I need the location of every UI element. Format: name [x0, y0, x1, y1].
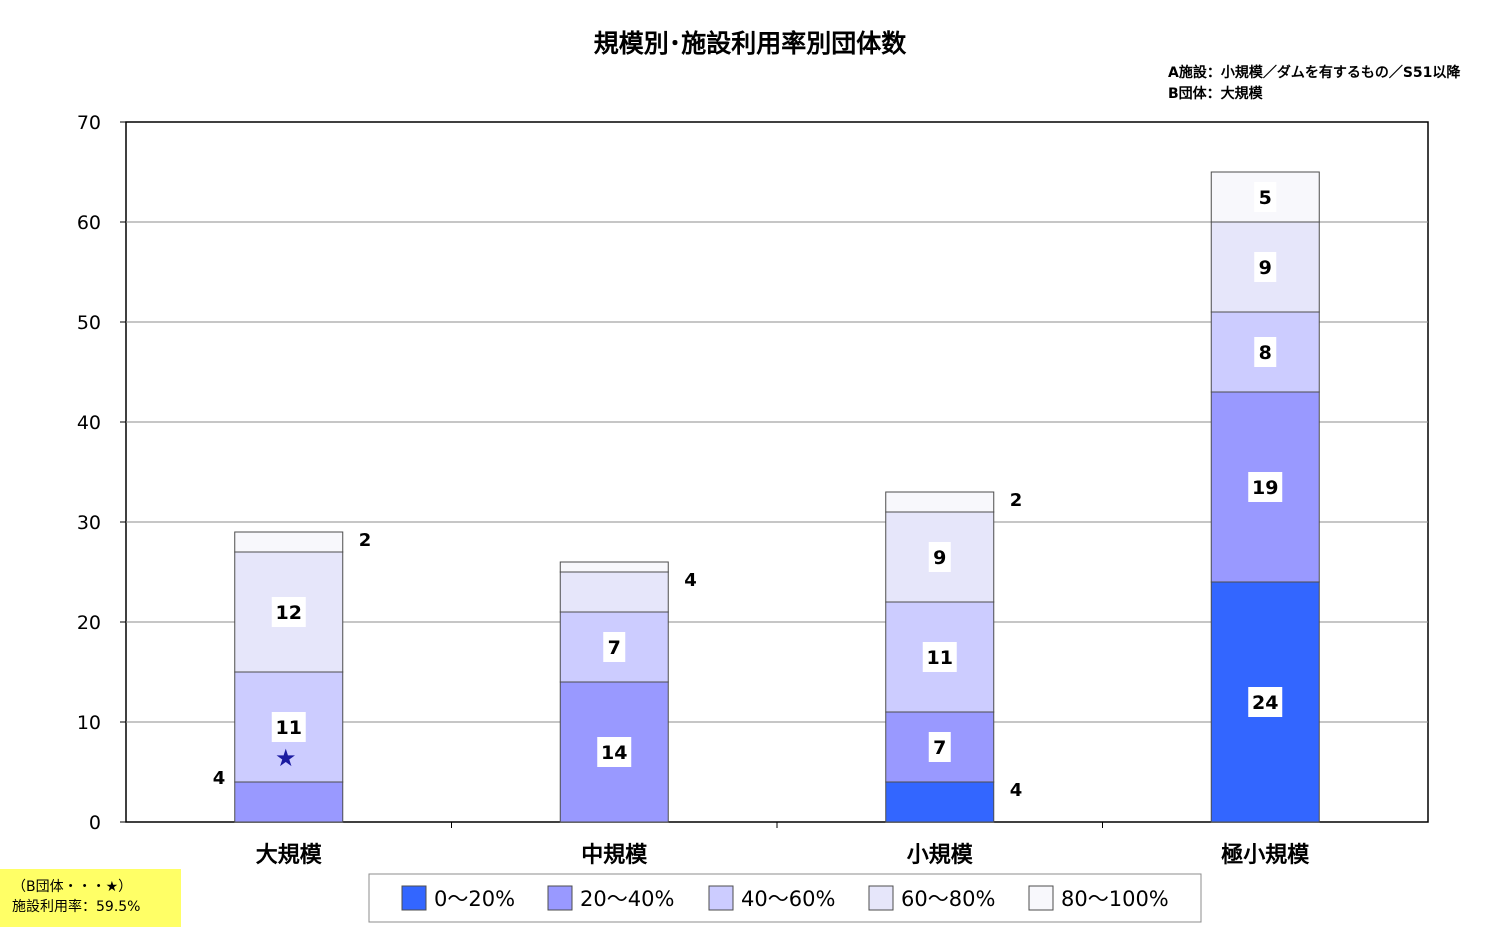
y-tick-label: 20: [77, 612, 101, 634]
legend-label: 60～80%: [901, 887, 995, 911]
legend-box: [368, 873, 1202, 923]
x-category-label: 大規模: [256, 843, 323, 868]
data-label: 4: [684, 570, 697, 591]
data-label-box: [1254, 182, 1277, 212]
data-label: 11: [927, 647, 953, 669]
data-label-box: [1254, 252, 1277, 282]
legend-swatch: [868, 885, 894, 911]
data-label: 8: [1259, 342, 1272, 364]
chart-note: A施設：小規模／ダムを有するもの／S51以降: [1168, 64, 1461, 81]
data-label: 4: [1010, 780, 1023, 801]
data-label-box: [603, 632, 626, 662]
bar-segment: [885, 511, 995, 603]
data-label: 11: [276, 717, 302, 739]
bar-segment: [234, 781, 344, 823]
legend-label: 0～20%: [434, 887, 515, 911]
y-tick-label: 0: [89, 812, 101, 834]
data-label-box: [597, 737, 632, 767]
legend-label: 40～60%: [741, 887, 835, 911]
bar-segment: [559, 561, 669, 573]
legend-swatch: [708, 885, 734, 911]
data-label-box: [1254, 337, 1277, 367]
data-label-box: [928, 732, 951, 762]
data-label: 14: [601, 742, 627, 764]
callout-line-1: （B団体・・・★）: [12, 879, 133, 895]
y-tick-label: 60: [77, 212, 101, 234]
b-group-star-marker: ★: [275, 744, 297, 772]
legend-swatch: [547, 885, 573, 911]
data-label-box: [271, 712, 306, 742]
bar-segment: [885, 491, 995, 513]
data-label-box: [1248, 472, 1283, 502]
data-label: 2: [1010, 490, 1023, 511]
legend-swatch: [1028, 885, 1054, 911]
data-label: 9: [1259, 257, 1272, 279]
y-tick-label: 10: [77, 712, 101, 734]
x-category-label: 中規模: [581, 843, 648, 868]
data-label: 7: [608, 637, 621, 659]
legend-label: 20～40%: [580, 887, 674, 911]
chart-note: B団体：大規模: [1168, 85, 1264, 102]
data-label: 2: [359, 530, 372, 551]
data-label: 9: [933, 547, 946, 569]
x-category-label: 小規模: [907, 843, 974, 868]
data-label-box: [928, 542, 951, 572]
data-label: 19: [1252, 477, 1278, 499]
data-label-box: [271, 597, 306, 627]
b-group-callout: （B団体・・・★） 施設利用率：59.5%: [0, 869, 181, 927]
chart-title: 規模別･施設利用率別団体数: [594, 29, 908, 58]
bar-segment: [885, 781, 995, 823]
y-tick-label: 70: [77, 112, 101, 134]
data-label: 4: [213, 768, 226, 789]
x-category-label: 極小規模: [1221, 842, 1310, 868]
y-tick-label: 40: [77, 412, 101, 434]
data-label-box: [922, 642, 957, 672]
data-label: 12: [276, 602, 302, 624]
data-label: 5: [1259, 187, 1272, 209]
legend-label: 80～100%: [1061, 887, 1169, 911]
data-label: 7: [933, 737, 946, 759]
bar-segment: [234, 531, 344, 553]
bar-segment: [1210, 171, 1320, 223]
legend-swatch: [401, 885, 427, 911]
callout-line-2: 施設利用率：59.5%: [12, 899, 141, 915]
y-tick-label: 30: [77, 512, 101, 534]
bar-segment: [559, 571, 669, 613]
data-label: 24: [1252, 692, 1278, 714]
y-tick-label: 50: [77, 312, 101, 334]
data-label-box: [1248, 687, 1283, 717]
